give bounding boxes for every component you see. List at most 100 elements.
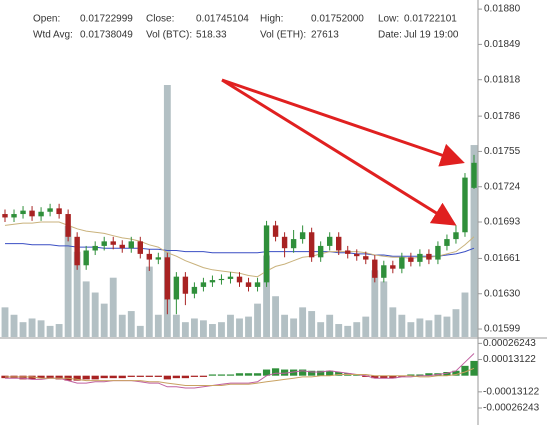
header-label: Close: [146, 14, 174, 25]
y-tick-label: 0.01786 [484, 111, 521, 122]
header-label: Date: [378, 30, 402, 41]
header-label: Vol (ETH): [260, 30, 306, 41]
volume-bar [362, 316, 370, 337]
y-tick-label: 0.01661 [484, 253, 521, 264]
candle-body [11, 214, 17, 218]
volume-bar [335, 324, 343, 337]
macd-bar [100, 375, 108, 379]
volume-bar [46, 325, 54, 337]
header-value: 0.01722999 [80, 14, 133, 25]
candle-body [65, 214, 71, 237]
macd-bar [461, 365, 469, 376]
candle-body [200, 282, 207, 287]
volume-bar [353, 322, 361, 337]
macd-bar [262, 369, 271, 376]
header-label: Vol (BTC): [146, 30, 192, 41]
volume-bar [272, 296, 280, 337]
candle-body [444, 239, 450, 246]
volume-bar [190, 318, 198, 337]
volume-bar [118, 314, 126, 337]
volume-bar [199, 320, 207, 337]
volume-bar [73, 251, 81, 337]
candle-body [354, 253, 360, 257]
candle-body [227, 276, 234, 279]
macd-bar [407, 374, 415, 376]
candle-body [119, 244, 125, 249]
volume-bar [127, 311, 135, 337]
volume-bar [263, 255, 270, 337]
volume-bar [299, 307, 307, 337]
volume-bar [82, 281, 90, 337]
volume-bar [317, 322, 325, 337]
y-tick-label: 0.01724 [484, 181, 521, 192]
macd-bar [416, 374, 424, 376]
header-value: 518.33 [196, 30, 227, 41]
volume-bar [154, 314, 162, 337]
volume-bar [281, 314, 289, 337]
macd-bar [299, 369, 307, 376]
volume-bar [245, 316, 252, 337]
candle-body [29, 210, 35, 217]
macd-bar [163, 375, 171, 380]
macd-bar [181, 375, 189, 379]
macd-bar [136, 375, 144, 377]
candle-body [56, 208, 62, 215]
candle-body [462, 177, 468, 233]
candle-body [336, 236, 342, 251]
candle-body [146, 253, 153, 260]
volume-bar [100, 303, 108, 337]
candle-body [20, 210, 26, 215]
candle-body [299, 232, 306, 240]
header-label: Low: [378, 14, 399, 25]
candle-body [110, 241, 116, 245]
macd-bar [217, 374, 226, 376]
macd-bar [452, 370, 460, 376]
macd-bar [389, 375, 397, 379]
volume-bar [470, 145, 478, 337]
candle-body [345, 250, 351, 254]
volume-bar [91, 292, 99, 337]
volume-bar [452, 309, 460, 337]
macd-bar [46, 375, 54, 379]
volume-bar [10, 314, 18, 337]
macd-bar [55, 375, 63, 380]
candle-body [245, 282, 252, 287]
candle-body [191, 286, 198, 294]
macd-bar [19, 375, 27, 380]
volume-bar [344, 325, 352, 337]
volume-bar [136, 325, 144, 337]
volume-bar [371, 270, 379, 337]
candle-body [435, 245, 441, 260]
candle-body [372, 259, 378, 278]
volume-bar [398, 314, 406, 337]
candle-body [128, 241, 134, 249]
macd-bar [1, 375, 9, 379]
macd-y-tick-label: -0.00026243 [483, 403, 540, 414]
volume-bar [461, 292, 469, 337]
volume-bar [236, 318, 243, 337]
candle-body [399, 257, 405, 269]
macd-bar [271, 368, 280, 376]
macd-bar [398, 375, 406, 377]
macd-bar [91, 375, 99, 380]
macd-bar [425, 373, 433, 376]
macd-bar [326, 370, 334, 376]
macd-bar [280, 369, 289, 376]
candle-body [263, 225, 270, 283]
macd-y-tick-label: 0.00026243 [483, 338, 536, 349]
volume-bar [209, 324, 216, 337]
macd-bar [308, 370, 316, 376]
y-tick-label: 0.01693 [484, 217, 521, 228]
candle-body [272, 225, 279, 237]
volume-bar [380, 281, 388, 337]
macd-bar [37, 375, 45, 379]
macd-bar [154, 375, 162, 377]
header-value: 0.01752000 [311, 14, 364, 25]
macd-bar [199, 375, 208, 377]
volume-bar [19, 322, 27, 337]
candle-body [236, 276, 243, 283]
candle-body [83, 250, 89, 266]
volume-bar [172, 314, 180, 337]
volume-bar [254, 303, 261, 337]
